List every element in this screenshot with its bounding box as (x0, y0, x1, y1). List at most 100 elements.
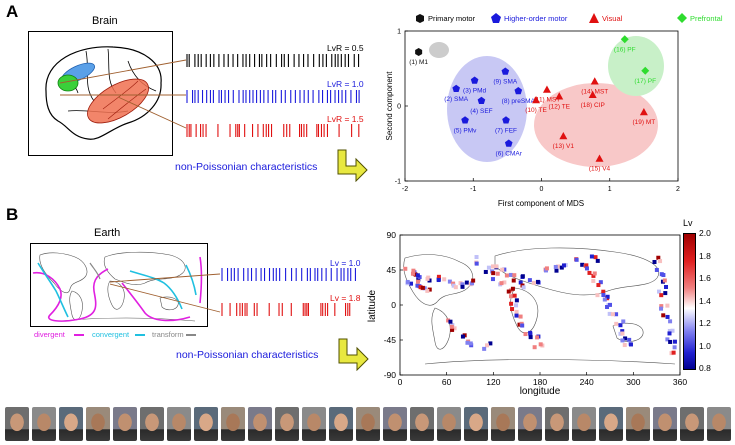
heatmap-cell (667, 331, 672, 336)
heatmap-cell (595, 258, 600, 263)
heatmap-cell (591, 273, 596, 278)
mds-point-marker (555, 92, 564, 100)
mds-point-label: (6) CMAr (496, 151, 523, 158)
colorbar (683, 233, 696, 370)
colorbar-tick-label: 1.0 (699, 340, 711, 351)
heatmap-cell (411, 268, 416, 273)
researcher-portrait (32, 407, 56, 441)
heatmap-cell (592, 271, 597, 276)
heatmap-cell (605, 305, 610, 310)
researcher-portrait (302, 407, 326, 441)
heatmap-cell (508, 294, 513, 299)
colorbar-tick-label: 1.8 (699, 250, 711, 261)
heatmap-plot-frame (399, 234, 681, 376)
heatmap-cell (538, 342, 543, 347)
mds-point-marker (514, 87, 523, 95)
heatmap-cell (654, 267, 659, 272)
heatmap-cell (427, 278, 432, 283)
heatmap-cell (405, 279, 410, 284)
spike-trains-a (186, 54, 360, 137)
heatmap-cell (657, 289, 662, 294)
heatmap-cell (502, 267, 507, 272)
mds-point-label: (16) PF (614, 46, 636, 53)
mds-point-label: (10) TE (525, 107, 547, 114)
heatmap-y-axis-label: latitude (367, 289, 378, 322)
map-legend-transform-swatch (186, 334, 196, 336)
earth-title: Earth (94, 227, 121, 239)
heatmap-cell (482, 346, 487, 351)
mds-x-tick-label: -1 (470, 186, 476, 193)
heatmap-x-tick-label: 300 (626, 377, 640, 387)
colorbar-tick-label: 1.2 (699, 318, 711, 328)
heatmap-cell (447, 279, 452, 284)
mds-point-marker (559, 132, 568, 140)
spike-train-blue (186, 90, 360, 103)
heatmap-cell (528, 330, 533, 335)
heatmap-y-tick-label: 45 (387, 265, 397, 275)
mds-point-label: (4) SEF (470, 108, 492, 115)
researcher-portrait (599, 407, 623, 441)
heatmap-cell (658, 259, 663, 264)
colorbar-tick-label: 2.0 (699, 228, 711, 238)
researcher-portrait (572, 407, 596, 441)
mds-point-label: (18) CIP (581, 102, 605, 109)
heatmap-cell (491, 264, 496, 269)
heatmap-cell (512, 273, 517, 278)
heatmap-cell (514, 303, 519, 308)
heatmap-cell (623, 336, 628, 341)
heatmap-cell (520, 274, 525, 279)
mds-point-label: (1) M1 (409, 59, 428, 66)
heatmap-cell (452, 326, 457, 331)
panel-b-letter: B (6, 205, 19, 224)
cluster-prefrontal (608, 36, 664, 96)
heatmap-cell (584, 263, 589, 268)
researcher-portrait (518, 407, 542, 441)
heatmap-cell (531, 280, 536, 285)
researcher-portrait (356, 407, 380, 441)
panel-a-letter: A (6, 2, 19, 21)
heatmap-cell (485, 343, 490, 348)
colorbar-title: Lv (683, 218, 693, 228)
spike-label-lvr-15: LvR = 1.5 (327, 114, 364, 124)
colorbar-tick-label: 1.6 (699, 273, 711, 283)
heatmap-cell (470, 281, 475, 286)
map-legend-divergent: divergent (34, 330, 65, 339)
heatmap-cell (468, 341, 473, 346)
researcher-portrait (194, 407, 218, 441)
researcher-portrait (410, 407, 434, 441)
heatmap-cell (621, 319, 626, 324)
mds-point-marker (590, 77, 599, 85)
researcher-portrait (653, 407, 677, 441)
mds-point-label: (15) V4 (589, 166, 611, 173)
researcher-portrait (464, 407, 488, 441)
caption-a: non-Poissonian characteristics (175, 161, 318, 173)
heatmap-cell (593, 255, 598, 260)
heatmap-cell (413, 272, 418, 277)
mds-point-marker (588, 90, 597, 98)
heatmap-x-tick-label: 180 (533, 377, 547, 387)
heatmap-cell (665, 314, 670, 319)
heatmap-cell (514, 298, 519, 303)
researcher-portrait (707, 407, 731, 441)
heatmap-cell (559, 265, 564, 270)
heatmap-cell (574, 257, 579, 262)
mds-point-marker (620, 35, 629, 44)
colorbar-tick-label: 1.4 (699, 295, 711, 306)
mds-point-marker (452, 84, 460, 93)
heatmap-cell (451, 281, 456, 286)
heatmap-cell (409, 281, 414, 286)
researcher-portrait (491, 407, 515, 441)
mds-point-label: (5) PMv (454, 127, 478, 134)
heatmap-cell (514, 313, 519, 318)
spike-label-lvr-10: LvR = 1.0 (327, 79, 364, 89)
mds-point-marker (470, 76, 479, 84)
heatmap-cell (614, 312, 619, 317)
map-legend-transform: transform (152, 330, 184, 339)
heatmap-cell (425, 276, 430, 281)
heatmap-cell (425, 288, 430, 293)
heatmap-cell (471, 278, 476, 283)
heatmap-cell (561, 263, 566, 268)
mds-x-axis-label: First component of MDS (498, 199, 584, 208)
heatmap-x-tick-label: 360 (673, 377, 687, 387)
map-legend-convergent: convergent (92, 330, 130, 339)
